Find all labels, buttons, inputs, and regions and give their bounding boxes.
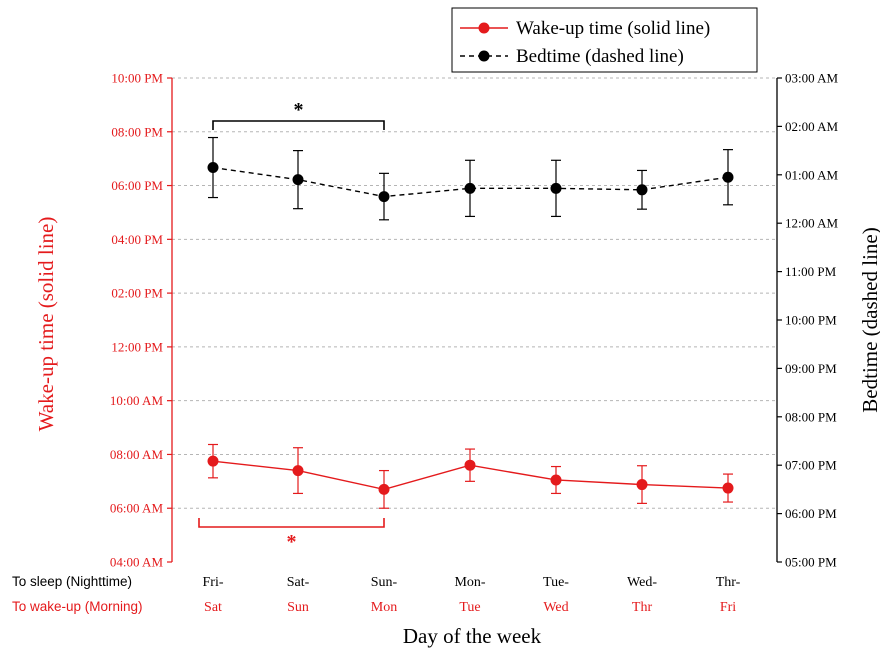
- legend: Wake-up time (solid line) Bedtime (dashe…: [451, 7, 758, 73]
- x-tick-label-sleep: Thr-: [716, 575, 741, 590]
- x-tick-label-sleep: Wed-: [627, 575, 657, 590]
- right-axis-title: Bedtime (dashed line): [858, 227, 880, 412]
- left-axis-title: Wake-up time (solid line): [34, 217, 58, 432]
- left-axis-ticks: 04:00 AM 06:00 AM 08:00 AM 10:00 AM 12:00 PM…: [110, 71, 172, 570]
- right-tick-label: 10:00 PM: [785, 313, 837, 328]
- data-point: [292, 174, 304, 186]
- legend-bed-label: Bedtime (dashed line): [516, 46, 684, 67]
- x-tick-label-sleep: Sun-: [371, 575, 398, 590]
- data-point: [207, 162, 219, 174]
- legend-wake-label: Wake-up time (solid line): [516, 18, 710, 39]
- left-tick-label: 10:00 PM: [111, 71, 163, 86]
- x-tick-label-wake: Wed: [543, 600, 568, 615]
- right-tick-label: 01:00 AM: [785, 167, 839, 182]
- significance-star: *: [287, 531, 297, 553]
- data-point: [464, 182, 476, 194]
- legend-bed-marker: [478, 50, 490, 62]
- data-point: [722, 171, 734, 183]
- right-tick-label: 08:00 PM: [785, 409, 837, 424]
- row-label-sleep: To sleep (Nighttime): [12, 574, 132, 589]
- data-point: [378, 483, 390, 495]
- series: [207, 136, 734, 509]
- significance-star: *: [294, 99, 304, 121]
- right-tick-label: 11:00 PM: [785, 264, 837, 279]
- axes: [171, 78, 778, 562]
- left-tick-label: 06:00 AM: [110, 501, 164, 516]
- series-bedtime: [207, 136, 734, 221]
- data-point: [636, 184, 648, 196]
- left-tick-label: 08:00 PM: [111, 124, 163, 139]
- x-tick-label-wake: Fri: [720, 600, 736, 615]
- left-tick-label: 08:00 AM: [110, 447, 164, 462]
- left-tick-label: 06:00 PM: [111, 178, 163, 193]
- right-tick-label: 09:00 PM: [785, 361, 837, 376]
- legend-wake-marker: [478, 22, 490, 34]
- data-point: [550, 182, 562, 194]
- data-point: [722, 482, 734, 494]
- right-tick-label: 12:00 AM: [785, 216, 839, 231]
- x-tick-label-wake: Mon: [371, 600, 397, 615]
- x-tick-label-wake: Sun: [287, 600, 309, 615]
- data-point: [550, 474, 562, 486]
- data-point: [207, 455, 219, 467]
- x-tick-label-wake: Thr: [632, 600, 653, 615]
- data-point: [464, 459, 476, 471]
- right-tick-label: 02:00 AM: [785, 119, 839, 134]
- x-tick-label-sleep: Tue-: [543, 575, 569, 590]
- data-point: [292, 465, 304, 477]
- x-axis-categories: Fri- Sat Sat- Sun Sun- Mon Mon- Tue Tue- Wed Wed- T…: [203, 575, 741, 615]
- data-point: [636, 479, 648, 491]
- right-tick-label: 07:00 PM: [785, 458, 837, 473]
- significance-annotations: **: [198, 99, 385, 553]
- right-axis-ticks: 05:00 PM 06:00 PM 07:00 PM 08:00 PM 09:00 PM…: [777, 71, 839, 570]
- left-tick-label: 02:00 PM: [111, 286, 163, 301]
- left-tick-label: 04:00 AM: [110, 555, 164, 570]
- x-tick-label-sleep: Sat-: [287, 575, 310, 590]
- x-tick-label-sleep: Fri-: [203, 575, 224, 590]
- significance-bracket: [198, 518, 385, 528]
- grid-lines: [172, 77, 777, 509]
- right-tick-label: 05:00 PM: [785, 555, 837, 570]
- x-tick-label-sleep: Mon-: [454, 575, 485, 590]
- series-wake-up: [207, 443, 734, 509]
- right-tick-label: 03:00 AM: [785, 71, 839, 86]
- left-tick-label: 04:00 PM: [111, 232, 163, 247]
- x-tick-label-wake: Tue: [459, 600, 480, 615]
- legend-box: [451, 7, 758, 73]
- x-axis-title: Day of the week: [403, 624, 542, 648]
- right-tick-label: 06:00 PM: [785, 506, 837, 521]
- data-point: [378, 191, 390, 203]
- significance-bracket: [212, 120, 385, 130]
- x-tick-label-wake: Sat: [204, 600, 222, 615]
- left-tick-label: 10:00 AM: [110, 393, 164, 408]
- left-tick-label: 12:00 PM: [111, 339, 163, 354]
- row-label-wake: To wake-up (Morning): [12, 599, 143, 614]
